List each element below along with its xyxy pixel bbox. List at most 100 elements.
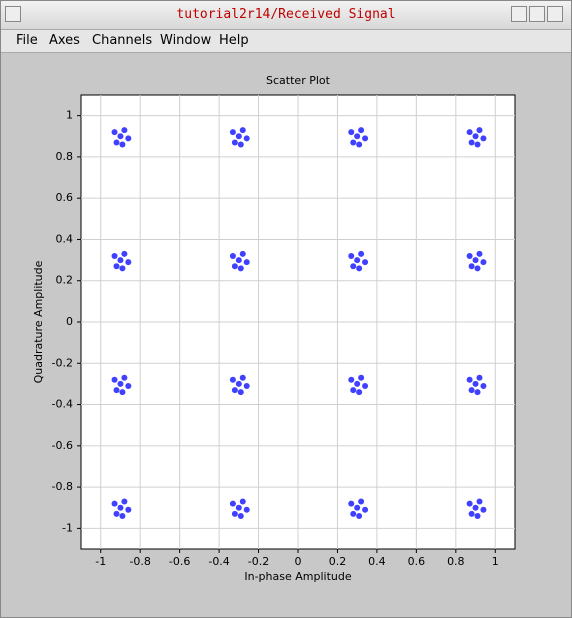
y-tick-label: -0.2: [52, 356, 73, 369]
point: [356, 141, 363, 148]
point: [239, 498, 246, 505]
menu-item[interactable]: Window: [160, 33, 212, 48]
point: [358, 498, 365, 505]
window-title: tutorial2r14/Received Signal: [176, 7, 396, 22]
point: [480, 382, 487, 389]
point: [472, 133, 479, 140]
x-tick-label: 0.6: [408, 555, 426, 568]
point: [476, 498, 483, 505]
point: [119, 265, 126, 272]
point: [125, 382, 132, 389]
point: [476, 374, 483, 381]
point: [121, 127, 128, 134]
maximize-button[interactable]: [529, 6, 545, 22]
point: [350, 387, 357, 394]
point: [362, 506, 369, 513]
point: [472, 380, 479, 387]
menu-item[interactable]: Axes: [49, 33, 80, 48]
point: [466, 500, 473, 507]
close-button[interactable]: [547, 6, 563, 22]
point: [111, 500, 118, 507]
y-tick-label: 0.6: [56, 191, 74, 204]
point: [472, 504, 479, 511]
point: [356, 389, 363, 396]
point: [231, 510, 238, 517]
point: [125, 506, 132, 513]
y-tick-label: -0.4: [52, 398, 73, 411]
point: [350, 510, 357, 517]
point: [348, 252, 355, 259]
point: [113, 510, 120, 517]
point: [235, 257, 242, 264]
x-tick-label: -0.6: [169, 555, 190, 568]
menu-item[interactable]: File: [16, 33, 38, 48]
point: [358, 250, 365, 257]
point: [480, 506, 487, 513]
point: [235, 504, 242, 511]
point: [229, 129, 236, 136]
y-tick-label: 0.8: [56, 150, 74, 163]
menu-item[interactable]: Help: [219, 33, 249, 48]
point: [472, 257, 479, 264]
y-tick-label: 0.2: [56, 274, 74, 287]
y-tick-label: 1: [66, 109, 73, 122]
point: [237, 141, 244, 148]
chart: Scatter Plot In-phase Amplitude Quadratu…: [32, 74, 516, 583]
point: [231, 139, 238, 146]
x-tick-label: -1: [95, 555, 106, 568]
point: [466, 376, 473, 383]
point: [350, 263, 357, 270]
point: [121, 250, 128, 257]
x-tick-label: 0.2: [329, 555, 347, 568]
point: [356, 265, 363, 272]
point: [362, 382, 369, 389]
point: [354, 504, 361, 511]
point: [235, 133, 242, 140]
x-tick-label: -0.2: [248, 555, 269, 568]
point: [111, 129, 118, 136]
menu-item[interactable]: Channels: [92, 33, 153, 48]
point: [468, 387, 475, 394]
y-tick-label: -1: [62, 521, 73, 534]
point: [466, 129, 473, 136]
point: [239, 250, 246, 257]
x-axis-label: In-phase Amplitude: [244, 570, 351, 583]
point: [480, 135, 487, 142]
point: [235, 380, 242, 387]
point: [354, 380, 361, 387]
point: [111, 376, 118, 383]
point: [474, 389, 481, 396]
x-tick-label: -0.4: [208, 555, 229, 568]
y-tick-label: -0.8: [52, 480, 73, 493]
point: [119, 389, 126, 396]
x-tick-label: -0.8: [129, 555, 150, 568]
point: [117, 380, 124, 387]
point: [229, 500, 236, 507]
point: [474, 265, 481, 272]
point: [237, 512, 244, 519]
y-axis-label: Quadrature Amplitude: [32, 260, 45, 383]
minimize-button[interactable]: [511, 6, 527, 22]
point: [356, 512, 363, 519]
point: [350, 139, 357, 146]
point: [476, 127, 483, 134]
point: [239, 127, 246, 134]
point: [121, 498, 128, 505]
point: [121, 374, 128, 381]
point: [358, 127, 365, 134]
point: [468, 263, 475, 270]
point: [243, 259, 250, 266]
point: [474, 141, 481, 148]
window-menu-button[interactable]: [5, 6, 21, 22]
point: [358, 374, 365, 381]
point: [468, 510, 475, 517]
point: [229, 376, 236, 383]
point: [243, 135, 250, 142]
x-tick-label: 1: [492, 555, 499, 568]
y-tick-label: 0.4: [56, 232, 74, 245]
point: [111, 252, 118, 259]
point: [237, 389, 244, 396]
point: [119, 512, 126, 519]
point: [113, 263, 120, 270]
